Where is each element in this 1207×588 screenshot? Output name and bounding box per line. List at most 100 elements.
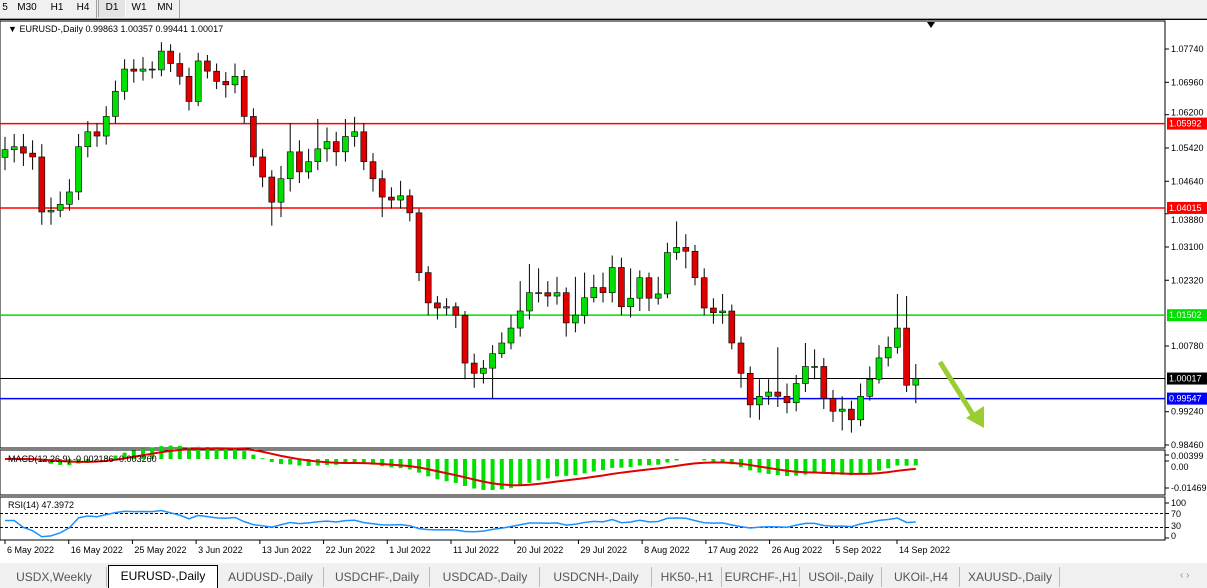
rsi-line [5, 509, 916, 538]
candle-body [415, 212, 423, 273]
candle-body [20, 146, 27, 154]
candle-body [618, 267, 625, 308]
timeframe-H4[interactable]: H4 [76, 2, 90, 13]
level-price-label: 0.99547 [1169, 394, 1202, 404]
candle-body [848, 408, 855, 421]
candle-body [553, 292, 561, 297]
candle-body [351, 131, 358, 137]
timeframe-W1[interactable]: W1 [131, 2, 147, 13]
candle-body [434, 302, 441, 309]
candle-body [912, 378, 920, 386]
candle-body [673, 247, 680, 253]
price-tick-label: 1.06200 [1171, 108, 1204, 118]
candle-body [480, 367, 487, 374]
candle-body [204, 60, 211, 72]
candle-body [710, 307, 717, 314]
candle-body [231, 76, 239, 86]
candle-body [250, 116, 257, 158]
candle-body [185, 76, 193, 102]
candle-body [369, 161, 377, 180]
chart-tab[interactable]: AUDUSD-,Daily [218, 567, 324, 587]
chart-tab[interactable]: EURCHF-,H1 [723, 567, 800, 587]
candle-body [176, 63, 184, 77]
chart-tab[interactable]: USDX,Weekly [2, 567, 107, 587]
down-arrow-shaft[interactable] [937, 360, 978, 420]
candle-body [903, 327, 910, 386]
candle-body [894, 327, 901, 348]
candle-body [811, 366, 818, 368]
chart-tab[interactable]: EURUSD-,Daily [108, 565, 218, 588]
price-tick-label: 1.07740 [1171, 44, 1204, 54]
candle-body [802, 366, 809, 384]
candle-body [286, 151, 294, 180]
candle-body [581, 297, 588, 316]
candle-body [636, 277, 644, 299]
price-tick-label: 1.05420 [1171, 143, 1204, 153]
candle-body [29, 152, 36, 158]
chart-window[interactable]: 1.07740 1.06960 1.06200 1.05420 1.04640 1.038… [0, 19, 1207, 563]
candle-body [470, 362, 478, 374]
candle-body [213, 70, 220, 82]
chart-tab[interactable]: HK50-,H1 [653, 567, 722, 587]
level-price-badge [1167, 309, 1207, 322]
chart-tab[interactable]: USOil-,Daily [801, 567, 882, 587]
candle-body [498, 342, 506, 354]
timeframe-MN[interactable]: MN [157, 2, 173, 13]
timeframe-toolbar: 5 M30 H1 H4 D1 W1 MN [0, 0, 1207, 19]
candle-body [774, 391, 782, 397]
timeframe-M30[interactable]: M30 [17, 2, 37, 13]
macd-tick-label: 0.00399 [1171, 451, 1204, 461]
date-tick-label: 22 Jun 2022 [326, 545, 376, 555]
chart-tab[interactable]: USDCHF-,Daily [325, 567, 430, 587]
price-tick-label: 0.99240 [1171, 407, 1204, 417]
macd-signal-line [4, 447, 916, 487]
price-tick-label: 1.02320 [1171, 275, 1204, 285]
price-tick-label: 1.06960 [1171, 77, 1204, 87]
date-tick-label: 1 Jul 2022 [389, 545, 431, 555]
rsi-tick-label: 30 [1171, 521, 1181, 531]
candle-body [93, 131, 101, 137]
chart-tab[interactable]: USDCAD-,Daily [431, 567, 540, 587]
candle-body [627, 297, 634, 308]
candle-body [461, 314, 469, 364]
candle-body [516, 310, 524, 329]
candle-body [645, 277, 653, 299]
candle-body [682, 247, 690, 252]
candle-body [691, 250, 699, 279]
macd-pane [0, 449, 1166, 496]
timeframe-D1[interactable]: D1 [98, 0, 126, 17]
candle-body [765, 391, 772, 397]
collapse-triangle-icon[interactable]: ▼ [8, 24, 17, 34]
chart-shift-triangle-icon[interactable] [927, 22, 935, 28]
candle-body [719, 310, 726, 314]
candle-body [507, 327, 515, 344]
toolbar-separator [179, 0, 180, 18]
date-tick-label: 8 Aug 2022 [644, 545, 690, 555]
candle-body [654, 293, 662, 299]
level-price-badge [1167, 201, 1207, 214]
tab-scroll-arrows-icon[interactable]: ‹ › [1180, 570, 1190, 581]
chart-tab[interactable]: UKOil-,H4 [883, 567, 960, 587]
date-tick-label: 25 May 2022 [134, 545, 186, 555]
candle-body [884, 346, 892, 359]
candle-body [102, 116, 110, 137]
price-tick-label: 1.00780 [1171, 341, 1204, 351]
toolbar-separator [96, 0, 97, 18]
date-tick-label: 5 Sep 2022 [835, 545, 881, 555]
candle-body [112, 90, 119, 117]
timeframe-5[interactable]: 5 [2, 2, 8, 13]
price-tick-label: 1.03880 [1171, 215, 1204, 225]
candle-body [56, 204, 64, 211]
candle-body [167, 50, 174, 64]
timeframe-H1[interactable]: H1 [50, 2, 64, 13]
candle-body [572, 314, 579, 324]
chart-tab[interactable]: USDCNH-,Daily [541, 567, 652, 587]
down-arrow-head-icon[interactable] [966, 406, 984, 428]
candle-body [130, 68, 138, 72]
candle-body [452, 306, 460, 316]
chart-canvas[interactable]: 1.07740 1.06960 1.06200 1.05420 1.04640 1.038… [0, 20, 1207, 563]
chart-tab[interactable]: XAUUSD-,Daily [961, 567, 1060, 587]
candle-body [323, 141, 331, 150]
candle-body [1, 149, 9, 158]
candle-body [121, 68, 128, 92]
